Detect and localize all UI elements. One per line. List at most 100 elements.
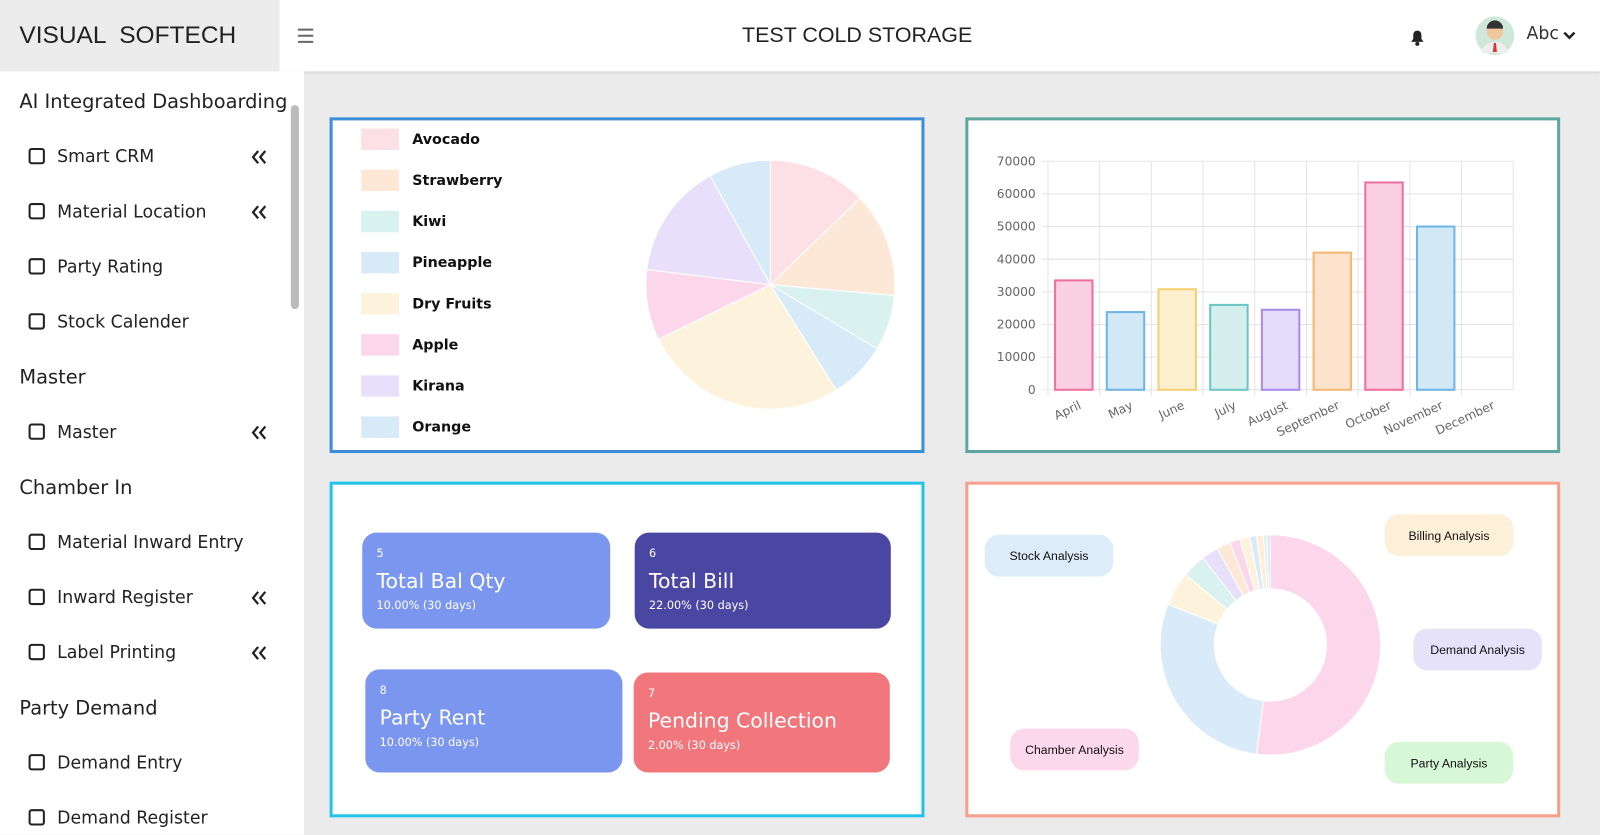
- x-tick-label: June: [1156, 398, 1187, 422]
- y-tick-label: 30000: [997, 285, 1036, 299]
- nav-item[interactable]: Demand Register: [0, 791, 304, 835]
- legend-swatch: [361, 416, 399, 438]
- nav-item[interactable]: Party Rating: [0, 240, 304, 295]
- y-tick-label: 70000: [997, 154, 1036, 168]
- brand: VISUAL SOFTECH: [0, 0, 280, 72]
- bar: [1364, 181, 1404, 391]
- menu-icon[interactable]: [296, 27, 316, 45]
- nav-label: Material Location: [57, 202, 207, 223]
- y-tick-label: 60000: [997, 187, 1036, 201]
- legend-swatch: [361, 128, 399, 150]
- card-change: 10.00% (30 days): [379, 735, 480, 749]
- bell-icon[interactable]: [1407, 27, 1427, 47]
- icon-shape: [28, 313, 45, 330]
- user-caret[interactable]: [1562, 30, 1576, 42]
- nav-label: Demand Entry: [57, 753, 183, 774]
- legend-swatch: [361, 334, 399, 356]
- nav-item[interactable]: Material Inward Entry: [0, 515, 304, 570]
- icon-shape: [28, 203, 45, 220]
- icon-shape: [28, 809, 45, 826]
- icon-shape: [28, 423, 45, 440]
- card-count: 5: [376, 546, 384, 561]
- nav-item[interactable]: Demand Entry: [0, 736, 304, 791]
- nav-item[interactable]: Label Printing: [0, 626, 304, 681]
- legend-swatch: [361, 251, 399, 274]
- header: VISUAL SOFTECH TEST COLD STORAGE Abc: [0, 0, 1600, 72]
- nav-label: Stock Calender: [57, 312, 189, 333]
- nav-label: Material Inward Entry: [57, 532, 244, 554]
- avatar[interactable]: [1475, 16, 1515, 56]
- section-title: AI Integrated Dashboarding: [19, 90, 288, 114]
- legend-label: Strawberry: [412, 173, 503, 189]
- y-tick-label: 50000: [997, 220, 1036, 234]
- expand-icon: [251, 591, 267, 605]
- analysis-chart: [1159, 534, 1382, 756]
- fruit-panel: Avocado Strawberry Kiwi Pineapple Dry Fruits…: [329, 117, 925, 454]
- chevron: [251, 425, 267, 440]
- user-name[interactable]: Abc: [1526, 23, 1559, 44]
- bar: [1157, 288, 1197, 391]
- card-count: 6: [648, 546, 657, 561]
- expand-icon: [251, 205, 267, 220]
- chevron: [251, 205, 267, 220]
- nav-icon: [28, 423, 45, 440]
- nav-icon: [28, 147, 45, 165]
- stat-card[interactable]: 7 Pending Collection 2.00% (30 days): [633, 672, 890, 773]
- cards-panel: 5 Total Bal Qty 10.00% (30 days) 6 Total Bil…: [329, 481, 925, 818]
- legend-label: Kiwi: [412, 214, 446, 230]
- nav-label: Label Printing: [57, 642, 177, 664]
- icon-shape: [28, 533, 45, 550]
- analysis-pill[interactable]: Billing Analysis: [1384, 514, 1514, 557]
- slice: [769, 159, 861, 286]
- nav-item[interactable]: Material Location: [0, 185, 304, 240]
- icon-shape: [28, 588, 45, 606]
- stat-card[interactable]: 8 Party Rent 10.00% (30 days): [365, 669, 623, 773]
- slice: [1266, 534, 1271, 590]
- chevron: [251, 150, 267, 164]
- y-tick-label: 0: [1028, 383, 1036, 397]
- legend-swatch: [361, 210, 399, 233]
- nav-label: Party Rating: [57, 257, 164, 278]
- nav-item[interactable]: Inward Register: [0, 570, 304, 625]
- x-tick-label: May: [1106, 398, 1135, 421]
- icon-shape: [28, 754, 45, 771]
- card-count: 8: [379, 683, 387, 697]
- analysis-pill[interactable]: Party Analysis: [1384, 741, 1514, 784]
- slice: [646, 175, 772, 286]
- icon-shape: [28, 643, 45, 661]
- analysis-pill[interactable]: Demand Analysis: [1413, 628, 1542, 671]
- bar: [1105, 311, 1146, 391]
- legend-label: Apple: [412, 337, 458, 353]
- card-change: 2.00% (30 days): [647, 738, 741, 753]
- card-change: 10.00% (30 days): [376, 598, 477, 613]
- expand-icon: [251, 646, 267, 660]
- stat-card[interactable]: 6 Total Bill 22.00% (30 days): [634, 532, 891, 629]
- analysis-pill[interactable]: Stock Analysis: [984, 534, 1114, 577]
- slice: [769, 197, 896, 297]
- nav-icon: [28, 754, 45, 771]
- legend-label: Avocado: [412, 132, 480, 148]
- icon-shape: [28, 258, 45, 275]
- analysis-pill[interactable]: Chamber Analysis: [1010, 728, 1139, 771]
- slice: [1256, 534, 1382, 756]
- nav-icon: [28, 313, 45, 330]
- legend-swatch: [361, 375, 399, 397]
- nav-icon: [28, 588, 45, 606]
- sidebar: AI Integrated Dashboarding Smart CRM Mater…: [0, 71, 305, 835]
- section-title: Chamber In: [19, 476, 133, 499]
- nav-item[interactable]: Smart CRM: [0, 130, 304, 185]
- chevron: [251, 646, 267, 660]
- bar: [1260, 308, 1301, 391]
- expand-icon: [251, 425, 267, 440]
- nav-item[interactable]: Stock Calender: [0, 295, 304, 350]
- legend-label: Orange: [412, 420, 471, 436]
- nav-item[interactable]: Master: [0, 405, 304, 460]
- fruit-chart: Avocado Strawberry Kiwi Pineapple Dry Fruits…: [361, 128, 896, 438]
- bar: [1054, 279, 1094, 391]
- nav-label: Demand Register: [57, 808, 208, 829]
- stat-card[interactable]: 5 Total Bal Qty 10.00% (30 days): [362, 532, 611, 629]
- scroll-thumb[interactable]: [290, 105, 299, 310]
- nav-label: Smart CRM: [57, 146, 155, 168]
